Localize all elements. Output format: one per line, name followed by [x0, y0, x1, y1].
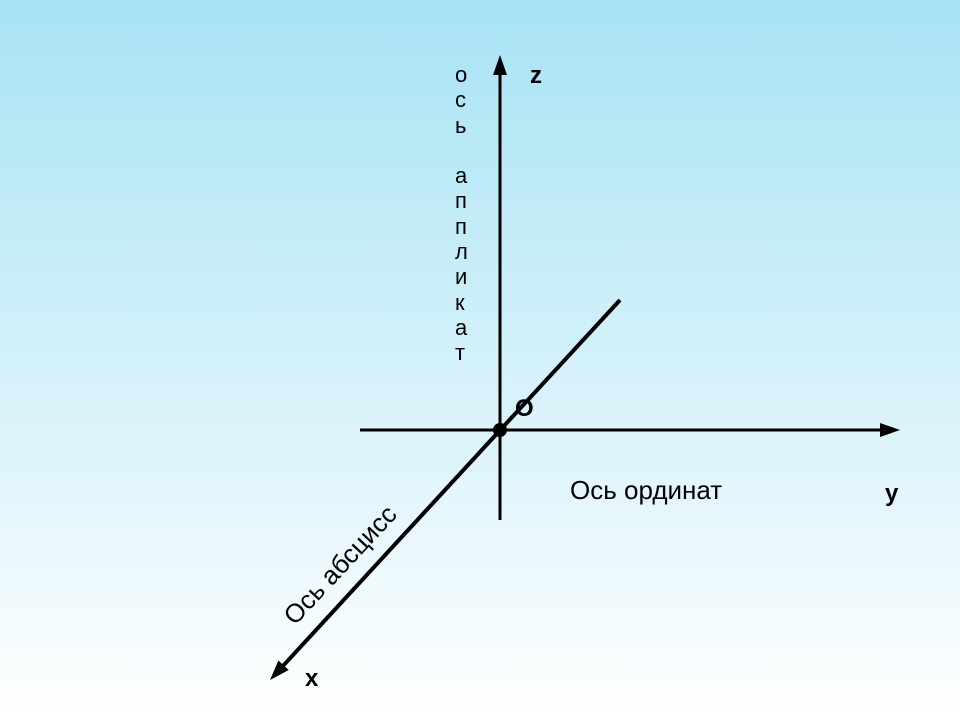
background [0, 0, 960, 720]
x-axis-letter: x [305, 665, 318, 693]
origin-label: О [515, 395, 534, 423]
z-axis-name-char: а [455, 163, 468, 188]
z-axis-name-char: о [455, 62, 468, 87]
z-axis-name-char: л [455, 239, 468, 264]
y-axis-letter: y [885, 480, 898, 508]
axes-svg [0, 0, 960, 720]
z-axis-name-char: к [455, 290, 468, 315]
z-axis-name-char: и [455, 264, 468, 289]
z-axis-name: ось аппликат [455, 62, 468, 366]
z-axis-name-char: п [455, 214, 468, 239]
z-axis-name-char [455, 138, 468, 163]
y-axis-name: Ось ординат [570, 475, 722, 506]
diagram-canvas: z y x О Ось ординат ось аппликат Ось абс… [0, 0, 960, 720]
z-axis-letter: z [530, 62, 542, 90]
origin-dot [493, 423, 507, 437]
z-axis-name-char: а [455, 315, 468, 340]
z-axis-name-char: т [455, 340, 468, 365]
z-axis-name-char: п [455, 188, 468, 213]
z-axis-name-char: ь [455, 113, 468, 138]
z-axis-name-char: с [455, 87, 468, 112]
